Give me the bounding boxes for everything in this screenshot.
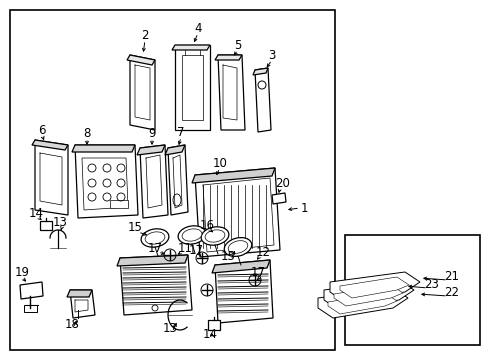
Ellipse shape bbox=[141, 229, 168, 247]
Text: 11: 11 bbox=[177, 242, 192, 255]
Polygon shape bbox=[75, 145, 138, 218]
Polygon shape bbox=[192, 168, 274, 183]
Polygon shape bbox=[172, 45, 209, 50]
Text: 12: 12 bbox=[255, 246, 270, 258]
Polygon shape bbox=[117, 255, 187, 266]
Text: 20: 20 bbox=[275, 176, 290, 189]
Text: 15: 15 bbox=[220, 249, 235, 262]
Text: 17: 17 bbox=[250, 266, 265, 279]
Polygon shape bbox=[218, 55, 244, 130]
Polygon shape bbox=[252, 68, 267, 75]
Polygon shape bbox=[110, 200, 128, 208]
Polygon shape bbox=[329, 272, 419, 302]
Text: 17: 17 bbox=[188, 243, 203, 257]
Text: 23: 23 bbox=[424, 279, 439, 292]
Text: 21: 21 bbox=[444, 270, 459, 284]
Ellipse shape bbox=[201, 227, 228, 245]
Text: 19: 19 bbox=[15, 266, 29, 279]
Polygon shape bbox=[130, 55, 155, 130]
Text: 13: 13 bbox=[52, 216, 67, 229]
Polygon shape bbox=[327, 293, 396, 314]
Polygon shape bbox=[140, 145, 168, 218]
Text: 2: 2 bbox=[141, 28, 148, 41]
Polygon shape bbox=[24, 305, 37, 312]
Polygon shape bbox=[182, 55, 203, 120]
Text: 1: 1 bbox=[300, 202, 307, 215]
Ellipse shape bbox=[224, 238, 251, 256]
Text: 18: 18 bbox=[64, 319, 79, 332]
Polygon shape bbox=[82, 158, 128, 210]
Polygon shape bbox=[70, 290, 95, 318]
Text: 10: 10 bbox=[212, 157, 227, 170]
Polygon shape bbox=[40, 221, 52, 230]
Polygon shape bbox=[67, 290, 92, 297]
Polygon shape bbox=[175, 45, 209, 130]
Polygon shape bbox=[324, 280, 413, 310]
Text: 22: 22 bbox=[444, 287, 459, 300]
Polygon shape bbox=[35, 140, 68, 215]
Text: 17: 17 bbox=[147, 242, 162, 255]
Text: 14: 14 bbox=[202, 328, 217, 342]
Bar bbox=[10, 10, 334, 350]
Polygon shape bbox=[254, 68, 270, 132]
Polygon shape bbox=[317, 288, 407, 318]
Polygon shape bbox=[195, 168, 280, 257]
Ellipse shape bbox=[178, 226, 205, 244]
Polygon shape bbox=[20, 282, 43, 299]
Ellipse shape bbox=[182, 229, 202, 241]
Polygon shape bbox=[168, 145, 187, 215]
Text: 16: 16 bbox=[199, 219, 214, 231]
Text: 6: 6 bbox=[38, 123, 46, 136]
Polygon shape bbox=[212, 260, 269, 273]
Text: 4: 4 bbox=[194, 22, 202, 35]
Ellipse shape bbox=[204, 230, 224, 242]
Polygon shape bbox=[127, 55, 155, 65]
Text: 15: 15 bbox=[127, 220, 142, 234]
Text: 14: 14 bbox=[28, 207, 43, 220]
Ellipse shape bbox=[228, 240, 247, 253]
Polygon shape bbox=[215, 55, 242, 60]
Text: 7: 7 bbox=[177, 126, 184, 139]
Polygon shape bbox=[164, 145, 184, 155]
Polygon shape bbox=[120, 255, 192, 315]
Polygon shape bbox=[72, 145, 135, 152]
Text: 5: 5 bbox=[234, 39, 241, 51]
Polygon shape bbox=[207, 320, 220, 330]
Polygon shape bbox=[271, 193, 285, 204]
Text: 3: 3 bbox=[268, 49, 275, 62]
Text: 13: 13 bbox=[162, 321, 177, 334]
Polygon shape bbox=[137, 145, 164, 155]
Text: 8: 8 bbox=[83, 126, 90, 140]
Polygon shape bbox=[339, 277, 408, 298]
Polygon shape bbox=[32, 140, 68, 150]
Polygon shape bbox=[215, 260, 272, 323]
Bar bbox=[345, 235, 479, 345]
Polygon shape bbox=[333, 285, 402, 306]
Ellipse shape bbox=[145, 232, 164, 244]
Text: 9: 9 bbox=[148, 126, 156, 140]
